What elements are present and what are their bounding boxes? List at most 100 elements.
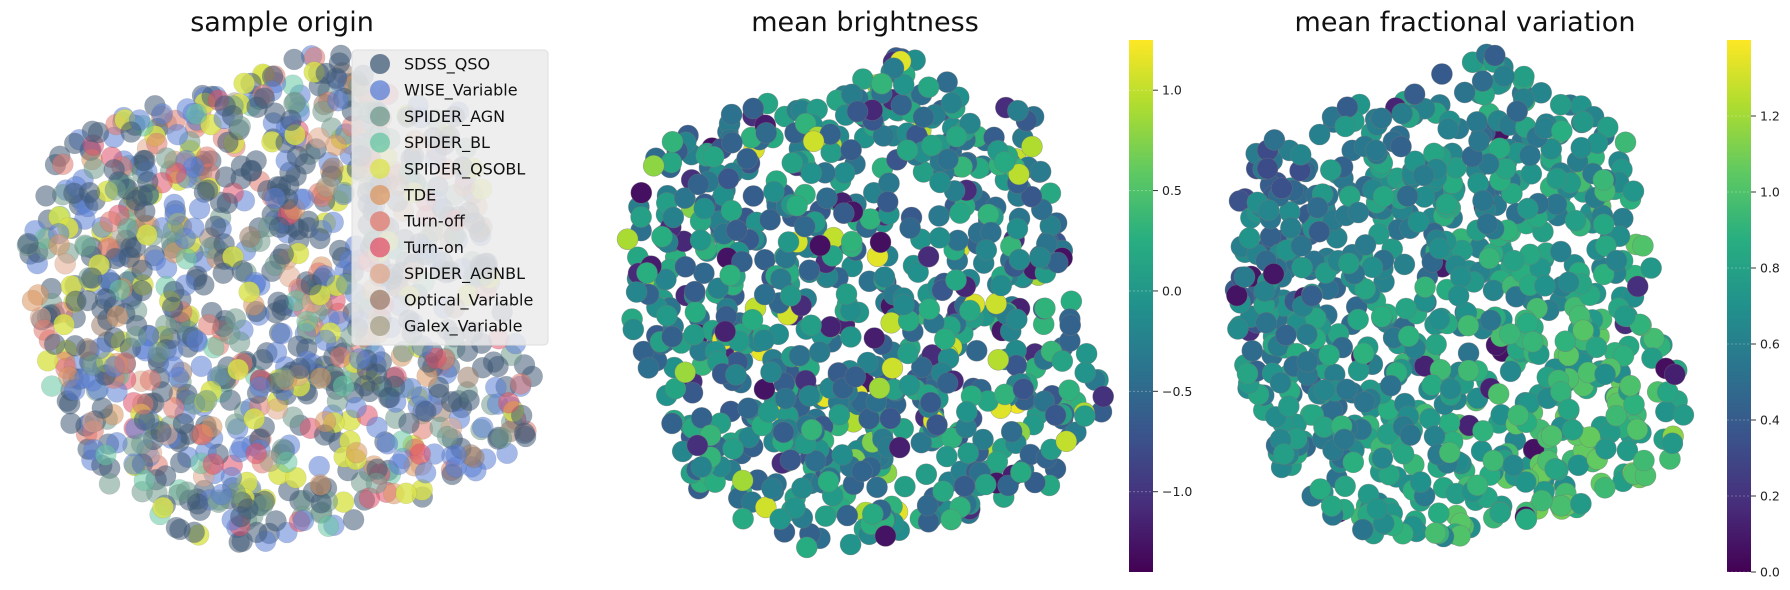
scatter-point bbox=[863, 327, 886, 349]
scatter-point bbox=[309, 474, 332, 496]
scatter-point bbox=[686, 434, 709, 457]
scatter-point bbox=[990, 274, 1013, 297]
scatter-point bbox=[1012, 378, 1035, 400]
scatter-point bbox=[690, 456, 713, 478]
scatter-point bbox=[317, 515, 340, 538]
scatter-point bbox=[150, 420, 172, 443]
scatter-point bbox=[81, 354, 104, 376]
scatter-point bbox=[161, 296, 184, 319]
scatter-point bbox=[40, 375, 63, 397]
scatter-point bbox=[722, 437, 744, 460]
scatter-point bbox=[1503, 249, 1525, 272]
scatter-point bbox=[268, 216, 291, 239]
scatter-point bbox=[798, 259, 821, 282]
scatter-point bbox=[202, 453, 225, 475]
scatter-point bbox=[683, 323, 705, 346]
scatter-point bbox=[916, 494, 939, 517]
scatter-point bbox=[264, 187, 286, 209]
scatter-point bbox=[955, 400, 978, 423]
scatter-point bbox=[774, 387, 797, 410]
scatter-point bbox=[1008, 248, 1031, 271]
scatter-point bbox=[1557, 271, 1580, 294]
scatter-point bbox=[345, 441, 368, 464]
legend-marker bbox=[370, 185, 390, 205]
scatter-point bbox=[1074, 405, 1096, 427]
scatter-point bbox=[881, 357, 904, 379]
scatter-point bbox=[1278, 395, 1300, 418]
scatter-point bbox=[664, 377, 687, 400]
scatter-point bbox=[683, 280, 706, 303]
scatter-point bbox=[266, 398, 288, 420]
scatter-point bbox=[123, 453, 145, 475]
scatter-point bbox=[1450, 266, 1472, 288]
scatter-point bbox=[1605, 249, 1628, 272]
scatter-point bbox=[204, 215, 227, 237]
scatter-point bbox=[219, 389, 242, 412]
legend-marker bbox=[370, 54, 390, 74]
scatter-point bbox=[759, 209, 781, 231]
legend-label: SPIDER_AGN bbox=[404, 107, 505, 127]
scatter-point bbox=[1308, 123, 1331, 146]
scatter-point bbox=[912, 106, 935, 128]
scatter-point bbox=[1632, 235, 1654, 257]
scatter-point bbox=[81, 267, 103, 289]
scatter-point bbox=[152, 496, 174, 519]
scatter-point bbox=[1561, 418, 1584, 441]
scatter-point bbox=[1514, 471, 1537, 493]
scatter-point bbox=[366, 416, 388, 439]
scatter-point bbox=[1372, 185, 1395, 208]
scatter-point bbox=[986, 450, 1009, 473]
scatter-point bbox=[185, 329, 208, 352]
scatter-point bbox=[786, 194, 808, 217]
scatter-point bbox=[866, 476, 888, 499]
scatter-point bbox=[1550, 240, 1572, 263]
scatter-point bbox=[136, 224, 158, 246]
scatter-point bbox=[1502, 454, 1525, 477]
scatter-point bbox=[190, 355, 213, 378]
scatter-point bbox=[630, 206, 652, 228]
scatter-point bbox=[510, 404, 533, 427]
scatter-point bbox=[106, 305, 129, 328]
scatter-point bbox=[348, 348, 371, 370]
panel-mean-brightness: mean brightness 1.0 0.5 0.0 −0.5 −1.0 bbox=[616, 7, 1192, 572]
scatter-point bbox=[673, 187, 696, 209]
scatter-point bbox=[997, 474, 1019, 497]
scatter-point bbox=[1055, 430, 1078, 453]
scatter-point bbox=[661, 131, 684, 153]
scatter-point bbox=[342, 508, 365, 531]
scatter-point bbox=[1352, 518, 1374, 541]
scatter-point bbox=[917, 245, 940, 268]
scatter-point bbox=[1253, 280, 1276, 302]
scatter-point bbox=[846, 100, 869, 123]
scatter-point bbox=[1595, 437, 1617, 460]
scatter-point bbox=[1554, 330, 1577, 353]
scatter-point bbox=[915, 463, 938, 486]
colorbar-tick-label: −0.5 bbox=[1162, 384, 1192, 399]
colorbar-tick-label: 0.0 bbox=[1760, 565, 1780, 580]
scatter-point bbox=[1334, 115, 1357, 138]
scatter-point bbox=[490, 427, 513, 449]
scatter-point bbox=[188, 197, 211, 220]
scatter-point bbox=[1291, 256, 1313, 279]
scatter-point bbox=[1044, 404, 1067, 427]
scatter-point bbox=[388, 453, 411, 476]
scatter-point bbox=[83, 157, 106, 180]
scatter-point bbox=[802, 130, 825, 153]
scatter-point bbox=[308, 227, 331, 250]
scatter-point bbox=[725, 363, 747, 386]
scatter-point bbox=[661, 325, 683, 348]
scatter-point bbox=[1313, 379, 1336, 401]
scatter-point bbox=[497, 391, 520, 414]
scatter-point bbox=[308, 455, 331, 478]
scatter-point bbox=[1428, 308, 1451, 331]
scatter-point bbox=[1273, 443, 1295, 465]
scatter-point bbox=[918, 298, 941, 320]
scatter-point bbox=[1592, 263, 1615, 286]
scatter-point bbox=[21, 289, 44, 312]
scatter-point bbox=[1409, 471, 1432, 493]
scatter-point bbox=[975, 239, 998, 261]
scatter-point bbox=[327, 89, 349, 112]
scatter-point bbox=[896, 139, 919, 161]
scatter-point bbox=[1390, 135, 1412, 158]
scatter-point bbox=[1256, 157, 1279, 180]
